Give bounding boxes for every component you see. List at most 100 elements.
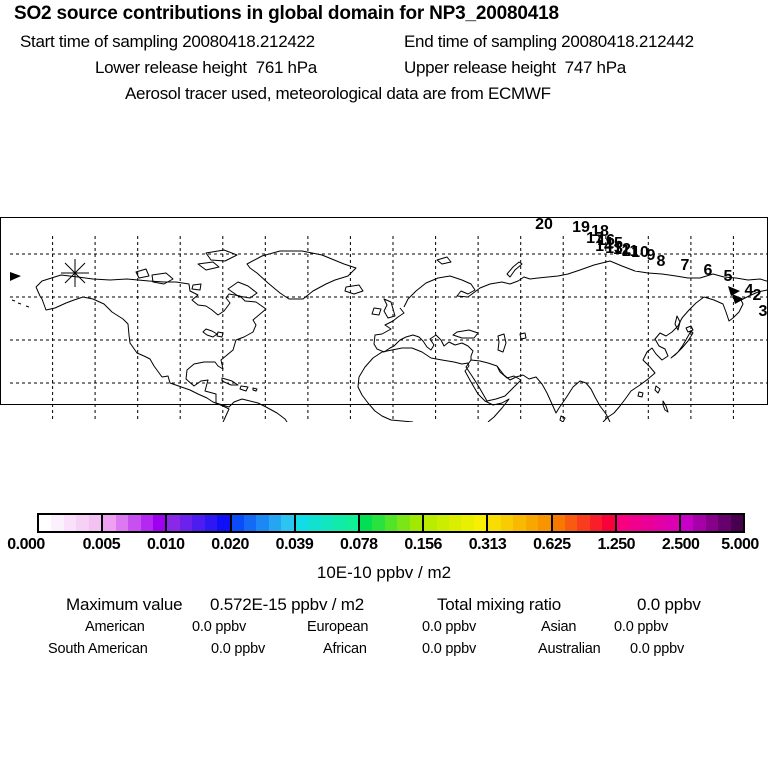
colorbar-cell (295, 515, 309, 531)
colorbar (37, 513, 745, 533)
colorbar-cell (513, 515, 526, 531)
start-time-text: Start time of sampling 20080418.212422 (20, 32, 315, 51)
region-label: African (323, 641, 367, 657)
colorbar-cell (333, 515, 346, 531)
colorbar-cell (473, 515, 487, 531)
tracer-note-text: Aerosol tracer used, meteorological data… (125, 84, 551, 103)
colorbar-cell (564, 515, 578, 531)
colorbar-cell (39, 515, 52, 531)
colorbar-cell (320, 515, 334, 531)
colorbar-cell (76, 515, 89, 531)
colorbar-cell (63, 515, 77, 531)
colorbar-cell (525, 515, 539, 531)
plot-title: SO2 source contributions in global domai… (14, 3, 559, 24)
colorbar-cell (115, 515, 129, 531)
colorbar-cell (281, 515, 294, 531)
region-label: South American (48, 641, 148, 657)
trajectory-day-label: 20 (535, 216, 553, 233)
colorbar-tick-label: 0.313 (468, 536, 507, 553)
trajectory-day-label: 18 (591, 223, 609, 240)
colorbar-tick-labels: 0.000 0.005 0.010 0.020 0.039 0.078 0.156 0.313… (0, 536, 768, 554)
colorbar-cell (345, 515, 358, 531)
colorbar-cell (730, 515, 744, 531)
colorbar-tick-label: 0.010 (146, 536, 185, 553)
region-value: 0.0 ppbv (614, 619, 669, 635)
trajectory-day-label: 2 (752, 287, 762, 304)
colorbar-cell (384, 515, 398, 531)
colorbar-segment (167, 515, 232, 531)
trajectory-day-label: 13 (605, 240, 623, 257)
colorbar-cell (152, 515, 166, 531)
colorbar-cell (231, 515, 244, 531)
trajectory-day-label: 11 (621, 243, 639, 260)
colorbar-cell (244, 515, 257, 531)
region-label: American (85, 619, 145, 635)
colorbar-cell (641, 515, 654, 531)
map-canvas (9, 236, 768, 423)
colorbar-cell (552, 515, 565, 531)
colorbar-tick-label: 1.250 (597, 536, 636, 553)
colorbar-segment (552, 515, 617, 531)
colorbar-cell (436, 515, 449, 531)
colorbar-cell (204, 515, 218, 531)
colorbar-cell (680, 515, 694, 531)
release-marker-star (60, 259, 89, 287)
colorbar-tick-label: 0.039 (275, 536, 314, 553)
max-value-number: 0.572E-15 ppbv / m2 (210, 595, 365, 614)
colorbar-tick-label: 0.005 (82, 536, 121, 553)
end-time-text: End time of sampling 20080418.212442 (404, 32, 694, 51)
trajectory-day-label: 5 (723, 268, 733, 285)
colorbar-cell (409, 515, 423, 531)
colorbar-cell (397, 515, 410, 531)
colorbar-cell (103, 515, 116, 531)
colorbar-cell (51, 515, 64, 531)
colorbar-cell (424, 515, 437, 531)
region-label: European (307, 619, 369, 635)
colorbar-cell (449, 515, 462, 531)
colorbar-segment (295, 515, 360, 531)
trajectory-day-label: 10 (631, 244, 649, 261)
colorbar-cell (488, 515, 501, 531)
colorbar-cell (629, 515, 642, 531)
region-label: Asian (541, 619, 577, 635)
trajectory-day-label: 16 (597, 232, 615, 249)
trajectory-day-label: 3 (758, 303, 768, 320)
trajectory-day-label: 7 (680, 257, 690, 274)
max-value-label: Maximum value (66, 595, 183, 614)
region-value: 0.0 ppbv (211, 641, 266, 657)
colorbar-segment (424, 515, 489, 531)
colorbar-cell (192, 515, 205, 531)
colorbar-cell (140, 515, 153, 531)
total-mixing-ratio-label: Total mixing ratio (437, 595, 561, 614)
colorbar-cell (167, 515, 180, 531)
world-map: 20 19 18 17 16 15 14 13 12 11 10 9 8 7 6 5 4 2 3 (0, 216, 768, 423)
region-value: 0.0 ppbv (422, 619, 477, 635)
colorbar-segment (680, 515, 744, 531)
colorbar-segment (103, 515, 168, 531)
colorbar-cell (268, 515, 282, 531)
colorbar-cell (538, 515, 551, 531)
colorbar-tick-label: 0.156 (404, 536, 442, 553)
colorbar-cell (693, 515, 706, 531)
colorbar-cell (128, 515, 141, 531)
colorbar-cell (577, 515, 590, 531)
colorbar-cell (88, 515, 102, 531)
colorbar-cell (654, 515, 667, 531)
colorbar-cell (666, 515, 679, 531)
colorbar-segment (359, 515, 425, 531)
trajectory-day-label: 19 (572, 219, 590, 236)
colorbar-segment (616, 515, 681, 531)
colorbar-cell (616, 515, 630, 531)
colorbar-tick-label: 0.000 (7, 536, 45, 553)
trajectory-day-label: 9 (646, 247, 656, 264)
colorbar-units-label: 10E-10 ppbv / m2 (316, 563, 452, 582)
colorbar-tick-label: 5.000 (721, 536, 759, 553)
colorbar-tick-label: 0.078 (340, 536, 378, 553)
colorbar-tick-label: 0.020 (211, 536, 249, 553)
trajectory-day-label: 14 (595, 238, 613, 255)
trajectory-day-label: 12 (613, 241, 631, 258)
region-label: Australian (538, 641, 601, 657)
colorbar-tick-label: 0.625 (533, 536, 571, 553)
region-value: 0.0 ppbv (630, 641, 685, 657)
